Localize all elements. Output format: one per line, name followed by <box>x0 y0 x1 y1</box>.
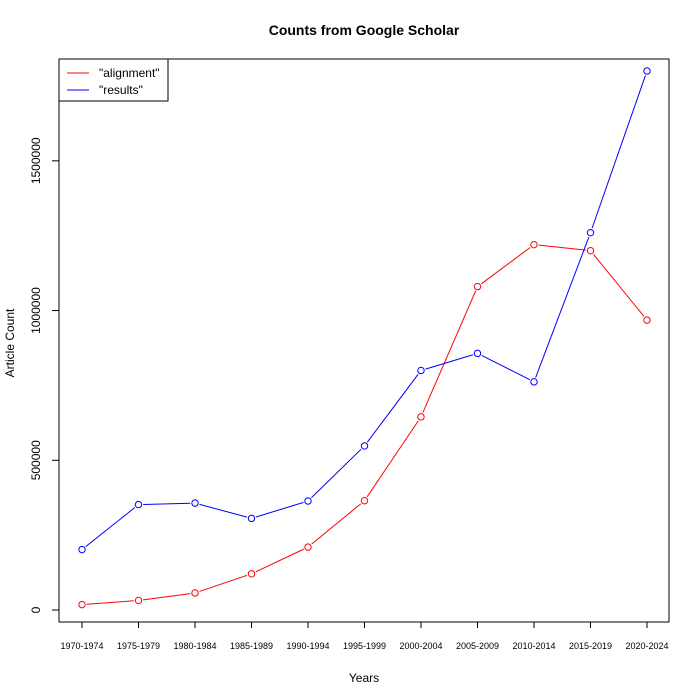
series-line-segment <box>591 75 646 229</box>
series-layer <box>78 67 651 609</box>
data-point <box>191 589 199 597</box>
data-point <box>78 545 86 554</box>
chart-title: Counts from Google Scholar <box>269 22 460 38</box>
x-tick-label: 2010-2014 <box>512 641 555 651</box>
series-line-segment <box>85 507 136 547</box>
x-tick-label: 2020-2024 <box>625 641 668 651</box>
series-line-segment <box>366 420 419 498</box>
x-tick-label: 2005-2009 <box>456 641 499 651</box>
data-point <box>134 500 143 509</box>
data-point <box>530 378 538 386</box>
series-0 <box>78 240 651 609</box>
data-point <box>417 413 425 421</box>
x-tick-label: 1985-1989 <box>230 641 273 651</box>
data-point <box>247 514 256 523</box>
data-point <box>360 442 369 450</box>
data-point <box>247 570 256 578</box>
y-tick-label: 1500000 <box>29 137 43 184</box>
x-tick-label: 2015-2019 <box>569 641 612 651</box>
series-line-segment <box>199 574 248 592</box>
data-point <box>417 366 425 375</box>
data-point <box>586 228 595 237</box>
series-line-segment <box>311 448 362 499</box>
x-tick-label: 1970-1974 <box>60 641 103 651</box>
data-point <box>586 246 595 255</box>
series-line-segment <box>422 290 477 413</box>
data-point <box>360 497 369 505</box>
legend-label: "alignment" <box>99 66 160 80</box>
series-line-segment <box>143 502 191 505</box>
x-axis: 1970-1974 1975-1979 1980-1984 1985-1989 1990… <box>60 622 669 651</box>
series-line-segment <box>480 247 531 285</box>
data-point <box>530 240 538 249</box>
x-tick-label: 1995-1999 <box>343 641 386 651</box>
y-tick-label: 0 <box>29 606 43 613</box>
series-line-segment <box>593 253 645 317</box>
series-line-segment <box>143 593 191 601</box>
data-point <box>191 499 199 507</box>
series-line-segment <box>199 503 248 518</box>
legend-label: "results" <box>99 83 143 97</box>
data-point <box>134 596 143 605</box>
x-tick-label: 2000-2004 <box>399 641 442 651</box>
data-point <box>304 543 312 551</box>
series-line-segment <box>535 236 590 378</box>
series-line-segment <box>366 373 419 443</box>
legend-box <box>58 58 169 102</box>
series-line-segment <box>311 503 362 545</box>
data-point <box>304 497 312 505</box>
plot-frame <box>58 58 670 623</box>
x-tick-label: 1980-1984 <box>173 641 216 651</box>
data-point <box>78 600 86 609</box>
x-tick-label: 1990-1994 <box>286 641 329 651</box>
series-line-segment <box>255 548 304 573</box>
data-point <box>473 282 482 291</box>
data-point <box>643 316 651 324</box>
y-tick-label: 1000000 <box>29 287 43 334</box>
series-line-segment <box>425 354 474 370</box>
series-line-segment <box>538 244 586 251</box>
legend: "alignment" "results" <box>58 58 169 102</box>
series-line-segment <box>255 501 304 518</box>
series-line-segment <box>86 600 134 605</box>
y-axis-label: Article Count <box>3 308 17 377</box>
x-axis-label: Years <box>349 671 379 685</box>
data-point <box>643 67 651 75</box>
series-line-segment <box>481 355 531 381</box>
y-axis: 0 500000 1000000 1500000 <box>29 137 59 613</box>
data-point <box>473 349 482 358</box>
x-tick-label: 1975-1979 <box>117 641 160 651</box>
series-1 <box>78 67 651 554</box>
y-tick-label: 500000 <box>29 440 43 480</box>
